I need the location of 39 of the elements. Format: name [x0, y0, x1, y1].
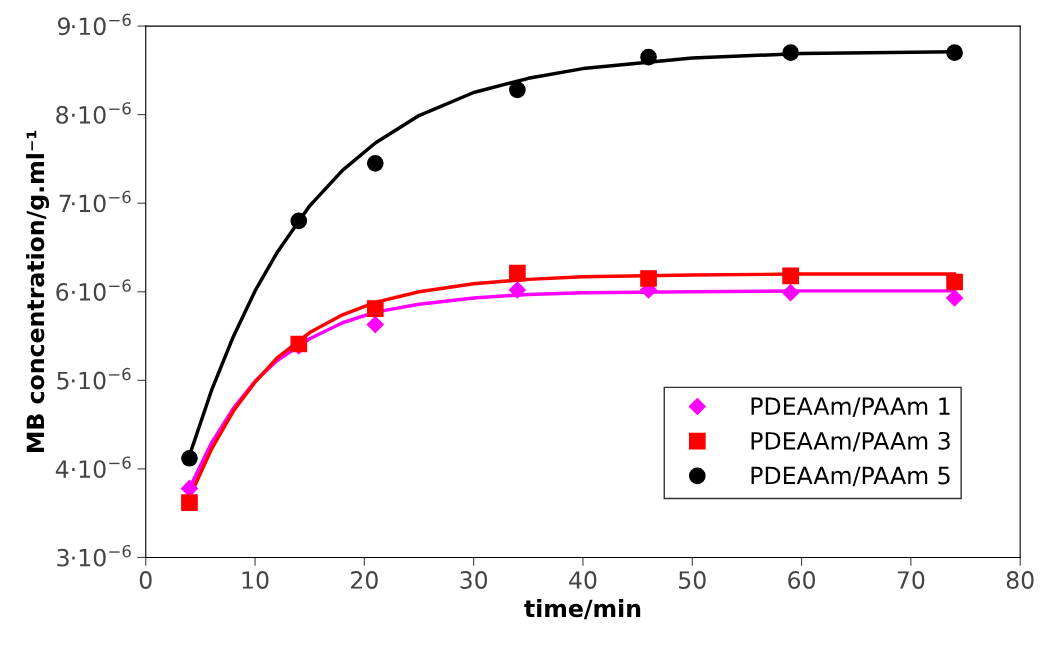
- x-tick-label: 50: [679, 571, 706, 589]
- x-tick-label: 60: [788, 571, 816, 589]
- y-tick-label: 9·10$^{−6}$: [58, 13, 131, 36]
- point: [782, 267, 799, 285]
- point: [181, 449, 198, 467]
- point: [640, 48, 657, 66]
- point: [366, 300, 384, 317]
- x-tick-label: 80: [1006, 571, 1034, 589]
- point: [508, 281, 526, 299]
- point: [181, 494, 198, 511]
- y-tick-label: 4·10$^{−6}$: [55, 456, 131, 479]
- y-tick-label: 8·10$^{−6}$: [56, 102, 131, 124]
- y-tick-label: 7·10$^{−6}$: [59, 190, 131, 213]
- point: [290, 212, 308, 230]
- x-axis-title: time/min: [524, 599, 641, 620]
- point: [946, 44, 963, 61]
- point: [180, 479, 199, 497]
- x-tick-label: 20: [351, 571, 378, 589]
- legend-label: PDEAAm/PAAm 3: [751, 431, 950, 452]
- point: [946, 273, 963, 291]
- point: [640, 270, 657, 287]
- point: [509, 264, 526, 282]
- point: [509, 81, 526, 99]
- point: [366, 315, 384, 334]
- point: [366, 155, 384, 172]
- point: [782, 44, 799, 61]
- x-tick-label: 30: [460, 571, 488, 589]
- x-tick-label: 40: [569, 571, 597, 589]
- y-tick-label: 6·10$^{−6}$: [56, 279, 131, 301]
- y-tick-label: 5·10$^{−6}$: [57, 367, 131, 390]
- point: [782, 284, 800, 302]
- x-tick-label: 10: [242, 571, 269, 589]
- legend-label: PDEAAm/PAAm 1: [751, 397, 950, 417]
- y-tick-label: 3·10$^{−6}$: [57, 544, 131, 567]
- legend-label: PDEAAm/PAAm 5: [751, 466, 950, 487]
- y-axis-title: MB concentration/g.ml⁻¹: [26, 130, 50, 453]
- point: [946, 289, 964, 307]
- x-tick-label: 0: [139, 571, 152, 589]
- x-tick-label: 70: [897, 571, 925, 589]
